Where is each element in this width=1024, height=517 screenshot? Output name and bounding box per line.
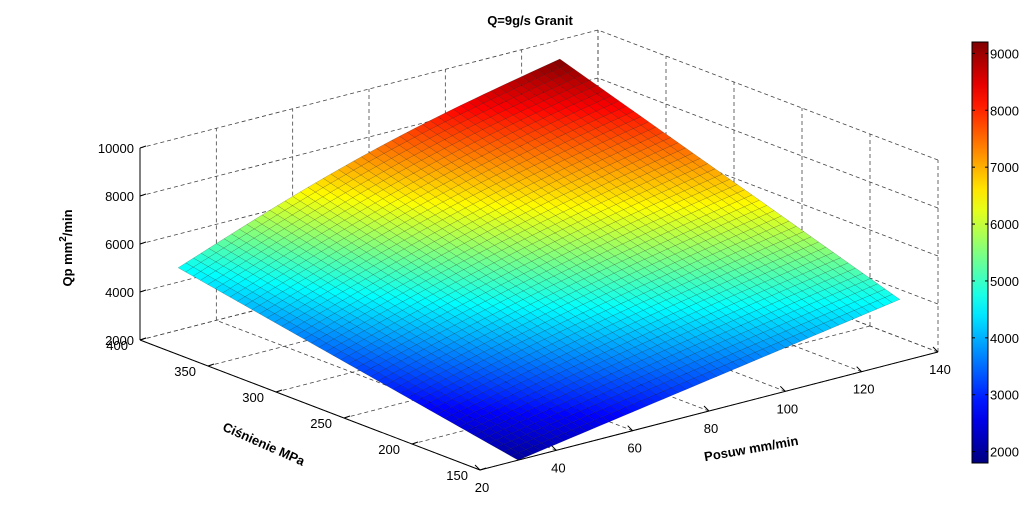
z-tick-mark (139, 193, 147, 197)
z-tick-mark (139, 241, 147, 245)
colorbar-rect (971, 41, 989, 464)
z-tick-mark (139, 337, 147, 341)
surface-patch (399, 131, 415, 142)
x-tick-mark (550, 444, 557, 451)
y-tick-mark (411, 441, 419, 445)
surface-patch (368, 148, 385, 158)
z-tick-mark (139, 289, 147, 293)
x-tick-mark (932, 346, 939, 353)
surface-patch (330, 169, 347, 180)
colorbar-tick-label: 7000 (990, 160, 1019, 175)
z-axis-label-tail: /min (60, 209, 75, 236)
surface-patch (276, 200, 293, 211)
x-tick-mark (703, 405, 710, 412)
colorbar-tick-label: 6000 (990, 217, 1019, 232)
surface-patch (498, 83, 515, 93)
colorbar-tick-label: 4000 (990, 331, 1019, 346)
y-tick-label: 250 (310, 416, 332, 431)
y-tick-mark (207, 363, 215, 367)
y-tick-label: 150 (446, 468, 468, 483)
x-tick-mark (856, 366, 863, 373)
y-tick-mark (479, 467, 487, 471)
z-tick-label: 4000 (105, 285, 134, 300)
z-axis-label-main: Qp mm (60, 242, 75, 287)
z-tick-mark (139, 145, 147, 149)
surface-patch (444, 108, 461, 119)
surface-patch (475, 94, 492, 104)
x-tick-mark (474, 464, 481, 471)
surface-patch (231, 228, 248, 239)
y-axis-line (139, 339, 481, 471)
surface-patch (307, 182, 324, 193)
back-grid-z (139, 29, 599, 149)
colorbar-tick-label: 8000 (990, 103, 1019, 118)
colorbar-tick-label: 2000 (990, 445, 1019, 460)
x-tick-label: 20 (475, 480, 489, 495)
x-tick-label: 40 (551, 460, 565, 475)
surface-patch (391, 135, 408, 146)
surface-patch (238, 224, 255, 234)
colorbar-tick-label: 3000 (990, 388, 1019, 403)
surface-patch (208, 243, 225, 253)
z-tick-label: 6000 (105, 237, 134, 252)
surface-patch (269, 205, 286, 216)
x-tick-mark (779, 385, 786, 392)
surface-patch (421, 120, 438, 130)
side-grid-z (597, 29, 939, 161)
surface-patch (254, 214, 270, 225)
y-tick-mark (275, 389, 283, 393)
x-tick-label: 80 (704, 421, 718, 436)
surface-patch (299, 187, 316, 197)
surface-patch (177, 262, 194, 273)
colorbar-tick-label: 5000 (990, 274, 1019, 289)
x-axis-label: Posuw mm/min (703, 433, 800, 464)
x-tick-label: 60 (627, 441, 641, 456)
surface-patch (223, 233, 240, 244)
surface-patch (360, 152, 377, 162)
z-tick-label: 10000 (98, 141, 134, 156)
surface-patch (383, 140, 400, 150)
y-tick-label: 350 (174, 364, 196, 379)
y-tick-label: 200 (378, 442, 400, 457)
z-tick-label: 2000 (105, 333, 134, 348)
surface (177, 58, 901, 461)
x-tick-mark (627, 425, 634, 432)
side-grid-z (597, 77, 939, 209)
y-tick-mark (343, 415, 351, 419)
surface-patch (246, 219, 263, 230)
y-tick-label: 400 (106, 338, 128, 353)
axes (139, 145, 939, 471)
colorbar: 2000 3000 4000 5000 6000 7000 8000 9000 (971, 41, 1019, 464)
x-tick-label: 120 (853, 382, 875, 397)
y-tick-label: 300 (242, 390, 264, 405)
z-tick-label: 8000 (105, 189, 134, 204)
x-tick-label: 100 (776, 401, 798, 416)
colorbar-tick-label: 9000 (990, 46, 1019, 61)
surface-patch (414, 124, 431, 134)
x-tick-label: 140 (929, 362, 951, 377)
chart-title: Q=9g/s Granit (487, 13, 573, 28)
z-axis-label-sup: 2 (58, 236, 69, 242)
y-axis-label: Ciśnienie MPa (221, 419, 308, 469)
surface-patch (483, 90, 499, 100)
z-axis-label: Qp mm2/min (58, 209, 75, 286)
surface-patch (284, 196, 301, 206)
